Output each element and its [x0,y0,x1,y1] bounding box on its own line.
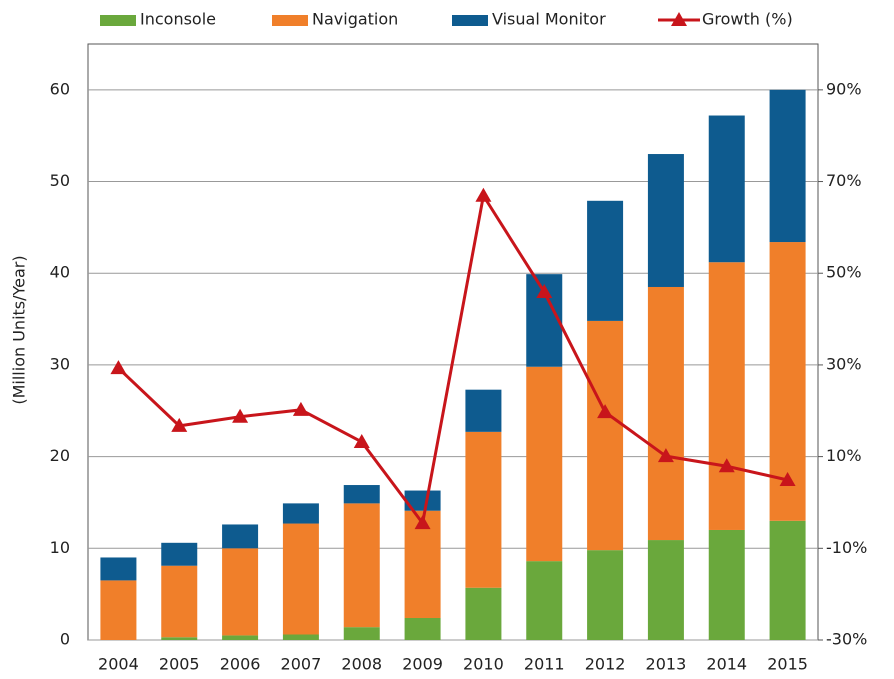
bar-segment [465,587,502,640]
x-tick-label: 2011 [524,655,565,674]
bar-segment [647,286,684,541]
bar-segment [100,557,137,581]
x-tick-label: 2007 [281,655,322,674]
x-tick-label: 2014 [706,655,747,674]
x-tick-label: 2004 [98,655,139,674]
y-tick-label: 0 [60,630,70,649]
growth-marker [657,448,674,463]
bar-segment [587,320,624,551]
plot-area [87,43,819,641]
x-tick-label: 2012 [585,655,626,674]
legend-swatch [272,15,308,26]
y2-tick-label: 10% [826,446,862,465]
y2-tick-label: 50% [826,263,862,282]
growth-marker [110,360,127,375]
bar-segment [526,366,563,562]
x-tick-label: 2008 [341,655,382,674]
growth-marker [475,187,492,202]
bar-segment [282,634,319,640]
y2-tick-label: 30% [826,354,862,373]
growth-marker [536,284,553,299]
y-tick-label: 60 [50,79,70,98]
growth-line [117,191,788,527]
bar-segment [587,550,624,640]
bar-segment [161,565,198,638]
legend-swatch [100,15,136,26]
bar-segment [708,529,745,640]
bar-segment [343,503,380,628]
x-tick-label: 2006 [220,655,261,674]
bar-segment [708,262,745,530]
bar-segment [343,485,380,504]
legend-swatch [452,15,488,26]
growth-marker [597,404,614,419]
growth-marker [292,401,309,416]
bar-segment [282,523,319,635]
y-tick-label: 10 [50,538,70,557]
growth-marker [779,471,796,486]
growth-marker [171,417,188,432]
bar-segment [222,548,259,636]
y2-tick-label: -10% [826,538,867,557]
x-tick-label: 2005 [159,655,200,674]
bar-segment [647,540,684,640]
bar-segment [100,580,137,640]
bar-segment [769,520,806,640]
bar-segment [222,524,259,549]
growth-marker [414,515,431,530]
growth-marker [232,408,249,423]
bar-segment [647,154,684,287]
legend-label: Inconsole [140,10,216,29]
growth-marker [718,458,735,473]
y2-tick-label: 70% [826,171,862,190]
bar-segment [222,635,259,640]
x-tick-label: 2015 [767,655,808,674]
legend-label: Navigation [312,10,398,29]
legend-label: Growth (%) [702,10,793,29]
y2-tick-label: 90% [826,79,862,98]
x-tick-label: 2009 [402,655,443,674]
legend-label: Visual Monitor [492,10,606,29]
bar-segment [161,542,198,566]
bar-segment [404,617,441,640]
y2-tick-label: -30% [826,630,867,649]
y-tick-label: 50 [50,171,70,190]
legend-marker [671,12,687,26]
bar-segment [465,389,502,432]
bar-segment [161,637,198,640]
y-tick-label: 30 [50,354,70,373]
bar-segment [282,503,319,524]
y-tick-label: 40 [50,263,70,282]
bar-segment [465,431,502,588]
bar-segment [708,115,745,263]
bar-segment [587,200,624,321]
x-tick-label: 2013 [646,655,687,674]
y-tick-label: 20 [50,446,70,465]
bar-segment [769,89,806,243]
bar-segment [526,561,563,640]
y-axis-label: (Million Units/Year) [10,255,29,404]
growth-marker [353,433,370,448]
bar-segment [343,627,380,640]
bar-segment [404,490,441,511]
x-tick-label: 2010 [463,655,504,674]
